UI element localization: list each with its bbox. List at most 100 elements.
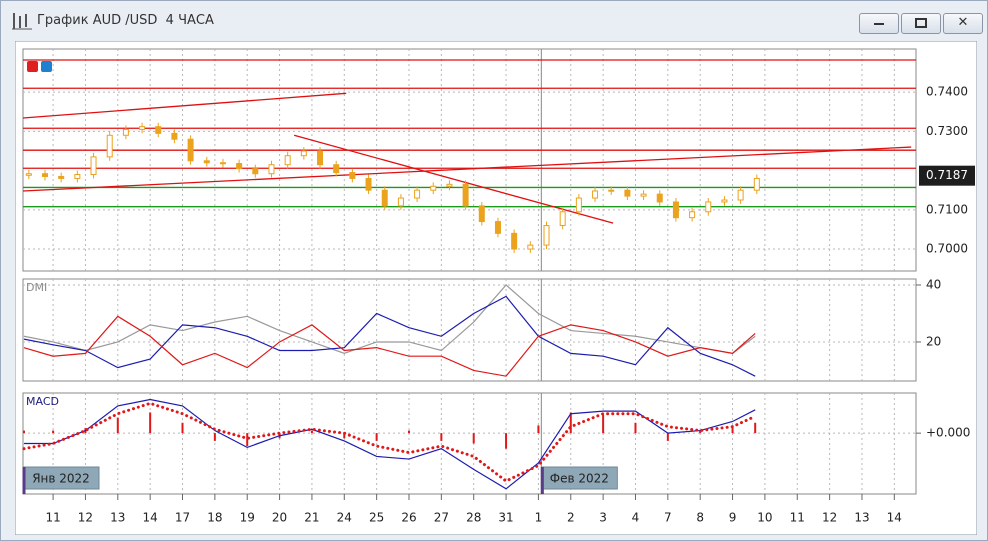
y-tick-label: 40 xyxy=(926,277,941,291)
panel-title: MACD xyxy=(26,395,59,408)
x-tick-label: 25 xyxy=(369,511,384,525)
candle-body xyxy=(300,150,307,157)
candle-body xyxy=(284,155,291,166)
candle-body xyxy=(122,128,129,136)
period-label: Фев 2022 xyxy=(550,472,609,486)
last-price-label: 0.7187 xyxy=(926,168,968,182)
candle-body xyxy=(446,183,453,187)
x-tick-label: 18 xyxy=(207,511,222,525)
close-button[interactable]: ✕ xyxy=(943,13,983,34)
candle-body xyxy=(139,126,146,130)
candle-body xyxy=(640,193,647,197)
candle-body xyxy=(705,201,712,213)
candle-body xyxy=(90,156,97,176)
chart-icon xyxy=(12,13,32,30)
series-line xyxy=(23,284,756,354)
candle-body xyxy=(106,134,113,158)
trend-line xyxy=(22,92,347,119)
chart-background xyxy=(15,41,977,535)
x-tick-label: 19 xyxy=(240,511,255,525)
x-tick-label: 4 xyxy=(632,511,640,525)
candle-body xyxy=(543,225,550,246)
x-tick-label: 12 xyxy=(78,511,93,525)
y-tick-label: 0.7400 xyxy=(926,85,968,99)
series-line xyxy=(23,295,756,377)
x-tick-label: 1 xyxy=(535,511,543,525)
title-bar: График AUD /USD 4 ЧАСА ✕ xyxy=(1,1,987,41)
y-tick-label: 0.7000 xyxy=(926,242,968,256)
candle-body xyxy=(414,189,421,199)
x-tick-label: 20 xyxy=(272,511,287,525)
candle-body xyxy=(187,138,194,162)
legend-icon[interactable] xyxy=(27,61,38,72)
y-tick-label: 20 xyxy=(926,334,941,348)
candle-body xyxy=(397,197,404,207)
panel-title: DMI xyxy=(26,281,47,294)
x-tick-label: 28 xyxy=(466,511,481,525)
trend-line xyxy=(293,134,614,224)
candle-body xyxy=(25,173,32,176)
y-tick-label: +0.000 xyxy=(926,426,970,440)
restore-button[interactable] xyxy=(901,13,941,34)
candle-body xyxy=(219,162,226,165)
candle-body xyxy=(381,189,388,207)
x-tick-label: 14 xyxy=(887,511,902,525)
candle-body xyxy=(494,221,501,234)
candle-body xyxy=(203,160,210,164)
x-tick-label: 7 xyxy=(664,511,672,525)
period-label: Янв 2022 xyxy=(32,472,90,486)
x-tick-label: 9 xyxy=(729,511,737,525)
candle-body xyxy=(74,174,81,179)
last-price-box xyxy=(919,165,975,186)
candle-body xyxy=(559,211,566,227)
x-tick-label: 8 xyxy=(696,511,704,525)
candle-body xyxy=(155,126,162,134)
candle-body xyxy=(656,193,663,203)
candle-body xyxy=(608,189,615,192)
x-tick-label: 14 xyxy=(143,511,158,525)
candle-body xyxy=(42,173,49,177)
candle-body xyxy=(478,205,485,223)
candle-body xyxy=(624,189,631,197)
candle-body xyxy=(58,175,65,179)
series-line xyxy=(22,401,757,483)
x-tick-label: 31 xyxy=(498,511,513,525)
x-tick-label: 3 xyxy=(599,511,607,525)
candle-body xyxy=(268,164,275,175)
x-tick-label: 21 xyxy=(304,511,319,525)
x-tick-label: 12 xyxy=(822,511,837,525)
candle-body xyxy=(236,163,243,170)
trend-line xyxy=(22,146,912,192)
candle-body xyxy=(511,232,518,250)
x-tick-label: 13 xyxy=(854,511,869,525)
series-line xyxy=(23,315,756,377)
x-tick-label: 11 xyxy=(790,511,805,525)
x-tick-label: 11 xyxy=(45,511,60,525)
candle-body xyxy=(333,164,340,174)
candle-body xyxy=(462,183,469,207)
legend-icon[interactable] xyxy=(41,61,52,72)
candle-body xyxy=(592,190,599,199)
x-tick-label: 26 xyxy=(401,511,416,525)
candle-body xyxy=(365,177,372,191)
candle-body xyxy=(527,244,534,250)
x-tick-label: 10 xyxy=(757,511,772,525)
x-tick-label: 24 xyxy=(337,511,352,525)
x-tick-label: 27 xyxy=(434,511,449,525)
candle-body xyxy=(721,199,728,203)
x-tick-label: 17 xyxy=(175,511,190,525)
candle-body xyxy=(317,150,324,166)
window-title: График AUD /USD 4 ЧАСА xyxy=(37,13,214,28)
candle-body xyxy=(689,211,696,219)
candle-body xyxy=(349,172,356,179)
x-tick-label: 13 xyxy=(110,511,125,525)
minimize-button[interactable] xyxy=(859,13,899,34)
candle-body xyxy=(171,132,178,140)
candle-body xyxy=(575,197,582,213)
candle-body xyxy=(430,185,437,191)
candle-body xyxy=(672,201,679,219)
y-tick-label: 0.7300 xyxy=(926,124,968,138)
candle-body xyxy=(753,177,760,191)
series-line xyxy=(23,398,756,490)
